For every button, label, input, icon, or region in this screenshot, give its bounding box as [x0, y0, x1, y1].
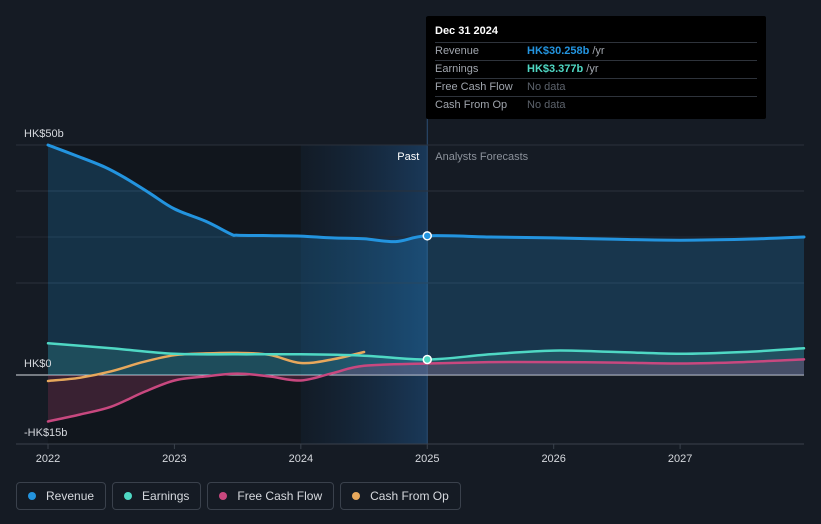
- legend-item-free-cash-flow[interactable]: Free Cash Flow: [207, 482, 335, 510]
- forecast-label: Analysts Forecasts: [435, 151, 528, 163]
- tooltip-label: Cash From Op: [435, 99, 508, 111]
- y-tick-label: -HK$15b: [24, 427, 67, 439]
- tooltip-row-free-cash-flow: Free Cash Flow No data: [435, 78, 757, 96]
- data-point-revenue: [422, 231, 433, 241]
- legend-label: Cash From Op: [370, 489, 449, 503]
- legend-dot-icon: [219, 492, 228, 500]
- legend-item-cash-from-op[interactable]: Cash From Op: [340, 482, 461, 510]
- series-line-revenue: [46, 143, 806, 244]
- past-label: Past: [397, 151, 419, 163]
- series-line-free-cash-flow: [46, 358, 806, 423]
- y-tick-label: HK$50b: [24, 128, 64, 140]
- tooltip-value: No data: [527, 81, 566, 93]
- tooltip-value: No data: [527, 99, 566, 111]
- tooltip-row-cash-from-op: Cash From Op No data: [435, 96, 757, 114]
- area-free-cash-flow: [48, 359, 804, 422]
- tooltip-row-earnings: Earnings HK$3.377b /yr: [435, 60, 757, 78]
- data-point-earnings: [422, 354, 433, 365]
- tooltip-row-revenue: Revenue HK$30.258b /yr: [435, 42, 757, 60]
- tooltip-date: Dec 31 2024: [435, 25, 498, 37]
- legend-dot-icon: [124, 492, 133, 500]
- x-tick-label: 2024: [289, 453, 313, 465]
- legend-item-revenue[interactable]: Revenue: [16, 482, 107, 510]
- legend-label: Revenue: [46, 489, 95, 503]
- legend-dot-icon: [28, 492, 36, 500]
- area-revenue: [48, 145, 804, 375]
- chart-legend: Revenue Earnings Free Cash Flow Cash Fro…: [16, 482, 461, 510]
- x-tick-label: 2022: [36, 453, 60, 465]
- highlight-band: [300, 145, 428, 444]
- x-tick-label: 2025: [415, 453, 439, 465]
- tooltip-unit: /yr: [586, 63, 599, 75]
- tooltip-label: Revenue: [435, 45, 480, 57]
- tooltip-unit: /yr: [592, 45, 605, 57]
- y-tick-label: HK$0: [24, 358, 52, 370]
- tooltip-label: Earnings: [435, 63, 479, 75]
- legend-label: Free Cash Flow: [237, 489, 323, 503]
- tooltip-label: Free Cash Flow: [435, 81, 513, 93]
- x-tick-label: 2027: [668, 453, 692, 465]
- legend-label: Earnings: [142, 489, 190, 503]
- x-tick-label: 2026: [541, 453, 565, 465]
- tooltip-value: HK$30.258b: [527, 45, 590, 57]
- area-earnings: [48, 343, 804, 375]
- legend-dot-icon: [352, 492, 361, 500]
- legend-item-earnings[interactable]: Earnings: [112, 482, 202, 510]
- tooltip-value: HK$3.377b: [527, 63, 584, 75]
- data-tooltip: Dec 31 2024 Revenue HK$30.258b /yr Earni…: [426, 16, 766, 119]
- x-tick-label: 2023: [162, 453, 186, 465]
